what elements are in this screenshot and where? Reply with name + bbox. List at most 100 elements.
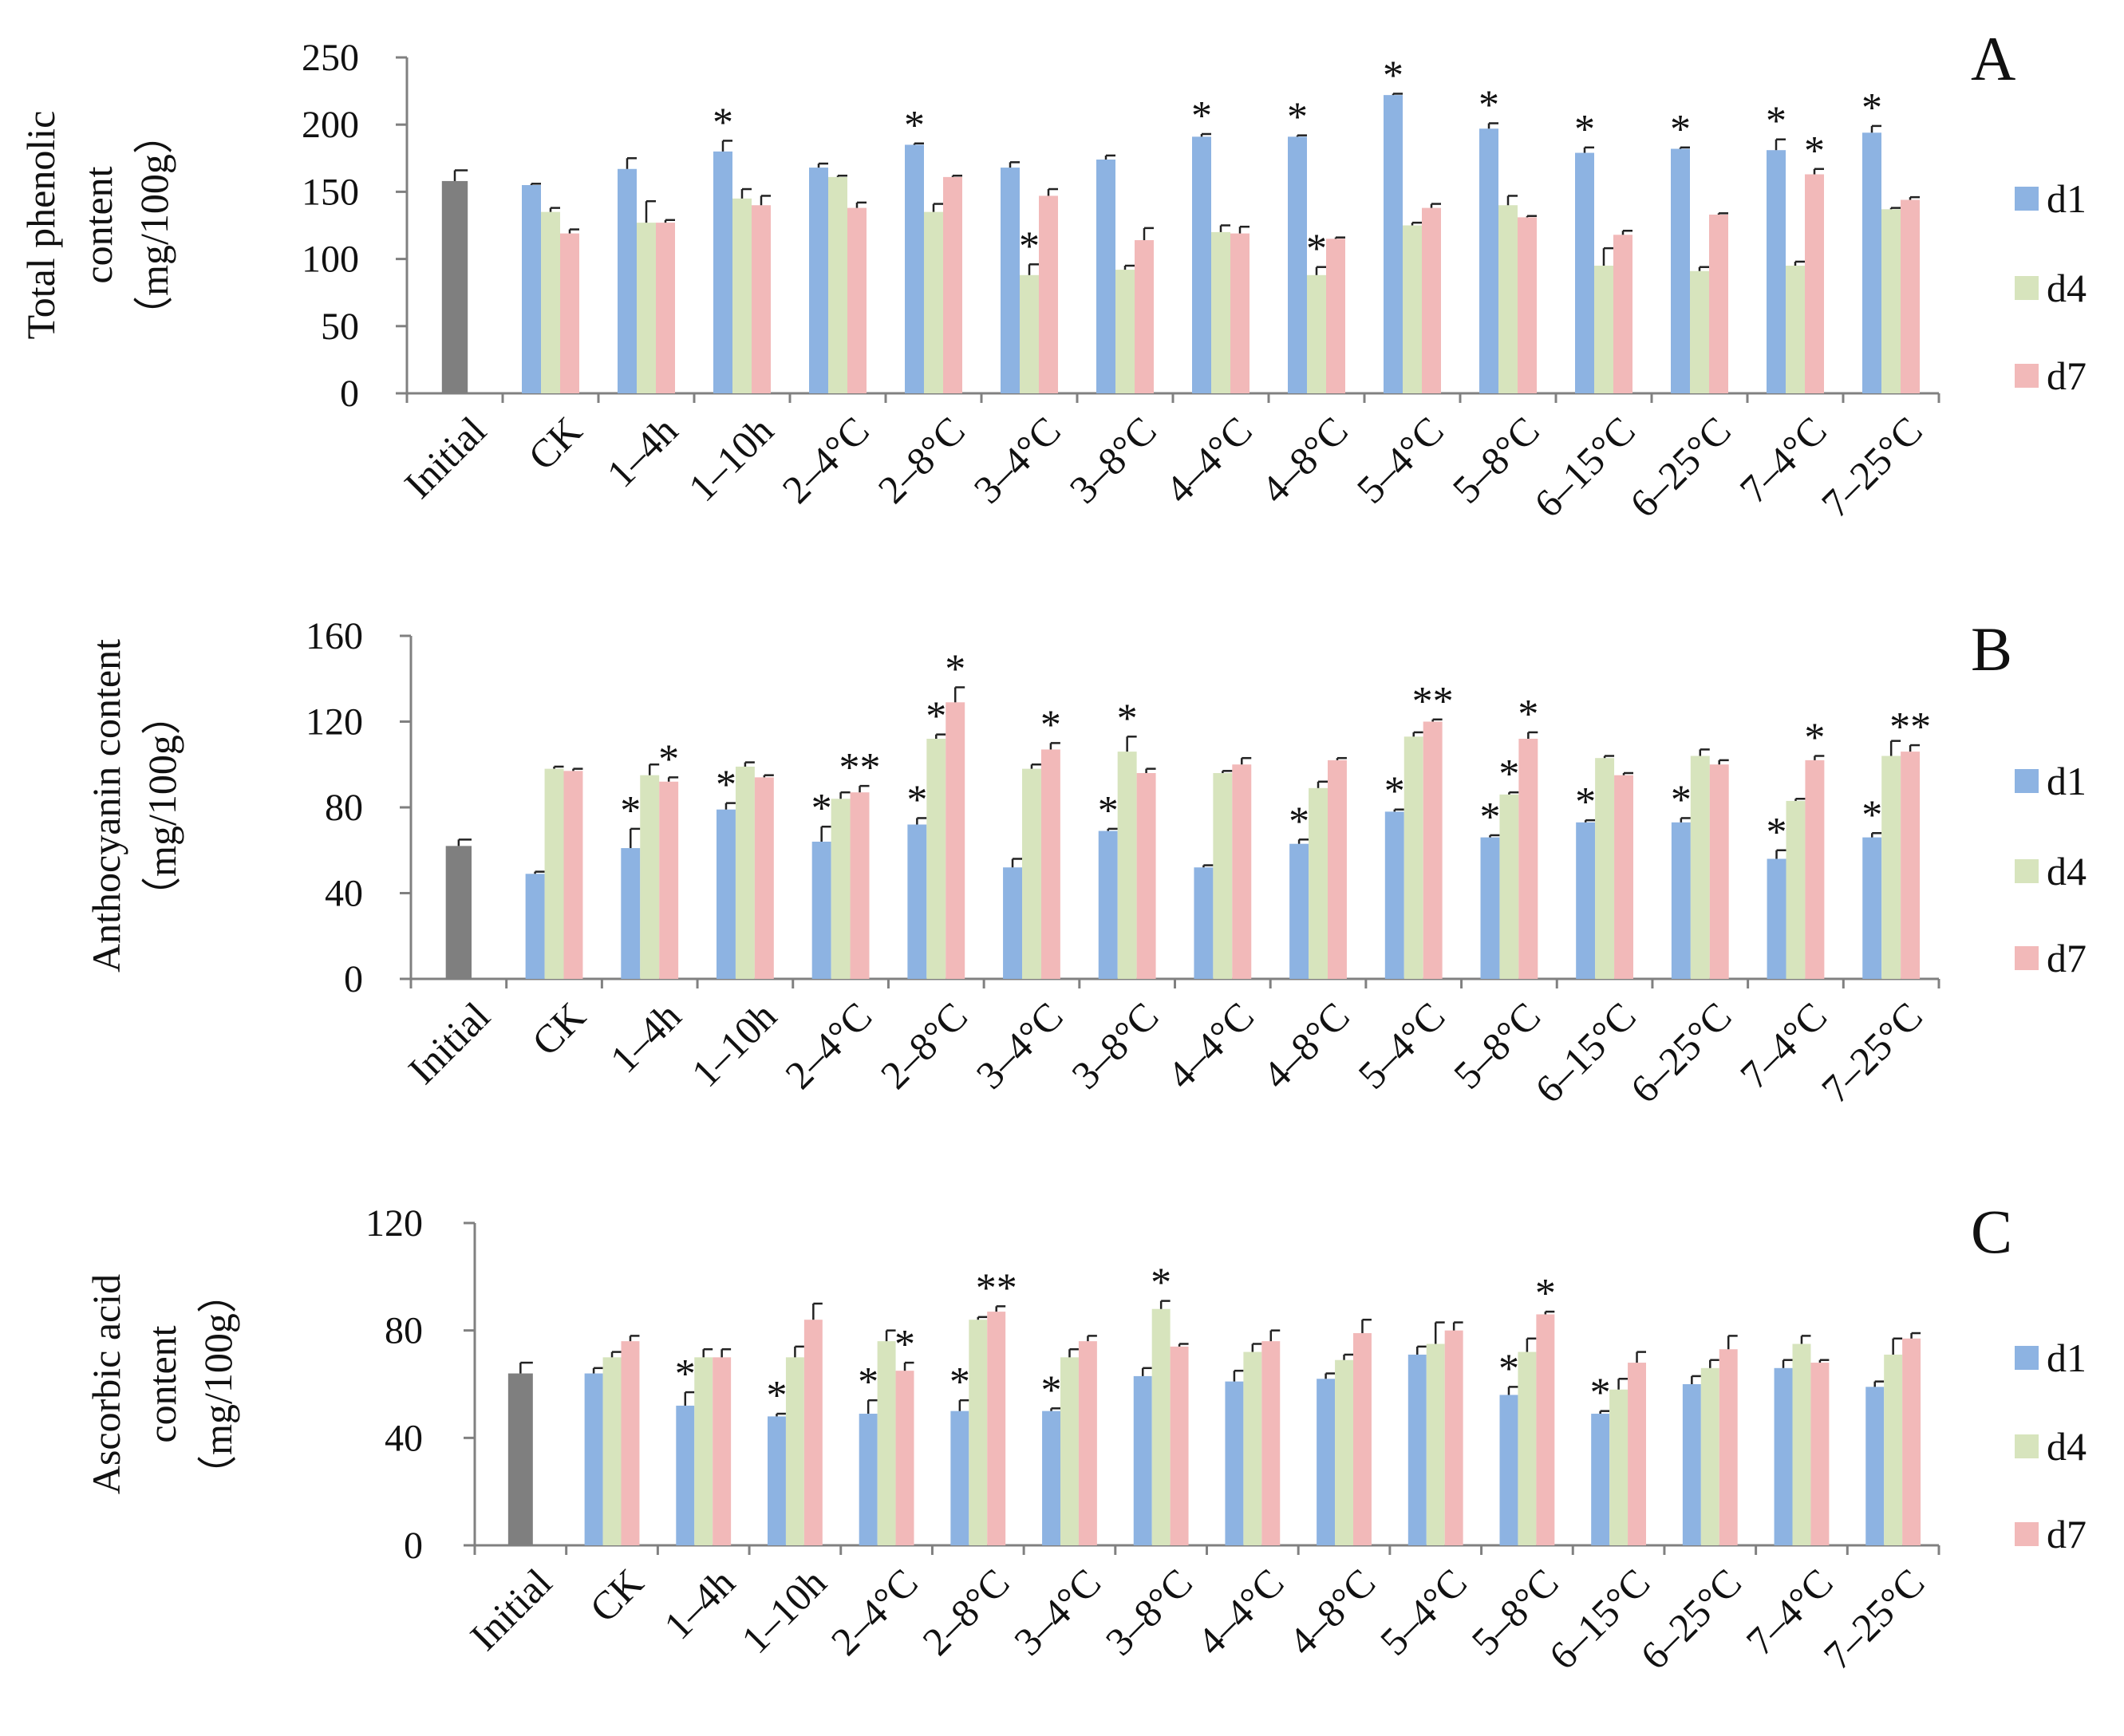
significance-mark: ** [839, 745, 881, 791]
category-label: 6–15°C [1540, 1560, 1658, 1678]
category-label: 3–4°C [967, 993, 1071, 1097]
legend-label-d1: d1 [2047, 759, 2086, 803]
bar-d4 [1426, 1343, 1445, 1545]
category-label: 2–8°C [914, 1560, 1017, 1663]
bar-d7 [1518, 217, 1537, 393]
bar-d1 [1133, 1375, 1152, 1545]
category-label: 4–8°C [1280, 1560, 1384, 1663]
bar-d1 [1042, 1410, 1060, 1545]
bar-d7 [1805, 760, 1825, 979]
significance-mark: * [1671, 777, 1692, 823]
bar-d1 [1767, 858, 1786, 979]
bar-d7 [1628, 1363, 1646, 1545]
y-tick-label: 120 [306, 701, 363, 744]
bar-d4 [544, 768, 564, 979]
y-tick-label: 0 [404, 1525, 423, 1567]
bar-d7 [943, 176, 962, 393]
significance-mark: * [1574, 107, 1595, 152]
significance-mark: * [858, 1359, 878, 1405]
bar-d7 [1326, 239, 1345, 393]
category-label: 3–4°C [1005, 1560, 1109, 1663]
bar-d1 [618, 168, 637, 393]
bar-d1 [1317, 1379, 1336, 1545]
bar-d7 [803, 1320, 823, 1545]
bar-d7 [1136, 773, 1156, 979]
significance-mark: * [1479, 83, 1499, 128]
bar-d1 [584, 1373, 603, 1545]
category-label: 1–10h [732, 1560, 835, 1662]
bar-d1 [1384, 811, 1404, 979]
legend-label-d7: d7 [2047, 1512, 2086, 1556]
bar-d7 [1135, 240, 1154, 393]
legend-swatch-d4 [2015, 1434, 2039, 1458]
bar-d4 [1881, 756, 1901, 979]
bar-d1 [907, 824, 927, 979]
bar-d7 [713, 1357, 732, 1545]
significance-mark: * [1498, 752, 1519, 797]
significance-mark: * [1498, 1346, 1519, 1391]
category-label: 6–25°C [1632, 1560, 1750, 1678]
bar-d1 [859, 1414, 878, 1545]
legend-swatch-d4 [2015, 859, 2039, 883]
bar-d4 [926, 739, 946, 979]
category-label: 3–8°C [1060, 408, 1164, 511]
y-tick-label: 80 [385, 1310, 423, 1352]
bar-d1 [950, 1410, 969, 1545]
significance-mark: * [1804, 128, 1825, 174]
bar-d4 [1211, 231, 1230, 393]
category-label: CK [519, 408, 590, 479]
bar-d7 [946, 702, 965, 979]
significance-mark: * [1384, 769, 1405, 815]
bar-d7 [1040, 749, 1060, 979]
bar-d7 [987, 1312, 1006, 1545]
bar-initial [445, 846, 472, 979]
bar-d7 [1901, 752, 1921, 979]
bar-d4 [877, 1341, 896, 1545]
bar-d1 [1499, 1395, 1518, 1545]
category-label: 6–15°C [1526, 993, 1644, 1111]
significance-mark: * [1019, 223, 1040, 269]
bar-d1 [676, 1405, 695, 1545]
bar-d1 [1671, 822, 1691, 979]
bar-d7 [850, 792, 870, 979]
category-label: 7–25°C [1813, 408, 1931, 526]
significance-mark: * [926, 694, 946, 740]
bar-d1 [1774, 1367, 1793, 1545]
bar-d7 [1709, 764, 1729, 979]
significance-mark: * [1670, 107, 1691, 152]
significance-mark: * [1804, 716, 1825, 761]
bar-d4 [831, 799, 851, 979]
bar-d7 [1261, 1341, 1281, 1545]
bar-d7 [1423, 721, 1443, 979]
bar-d7 [1353, 1333, 1372, 1545]
significance-mark: * [1479, 795, 1500, 840]
bar-d7 [1328, 760, 1347, 979]
bar-d4 [1243, 1351, 1262, 1545]
legend-label-d7: d7 [2047, 936, 2086, 980]
significance-mark: * [1040, 702, 1061, 748]
significance-mark: * [949, 1359, 970, 1405]
bar-d4 [1594, 266, 1613, 393]
category-label: 1–10h [680, 408, 782, 510]
category-label: 6–15°C [1526, 408, 1644, 526]
bar-d1 [1862, 132, 1881, 393]
significance-mark: * [1861, 85, 1882, 131]
bar-d7 [1232, 764, 1252, 979]
bar-d4 [828, 176, 847, 393]
bar-initial [507, 1373, 533, 1545]
bar-d1 [1192, 136, 1211, 393]
y-tick-label: 160 [306, 615, 363, 657]
bar-d1 [1098, 831, 1118, 979]
bar-d7 [656, 223, 675, 393]
legend-swatch-d1 [2015, 187, 2039, 211]
bar-d7 [1901, 199, 1920, 393]
significance-mark: * [1151, 1261, 1171, 1306]
significance-mark: * [1861, 792, 1882, 838]
bar-d4 [735, 766, 755, 979]
significance-mark: * [811, 786, 832, 831]
category-label: 3–8°C [1097, 1560, 1201, 1663]
significance-mark: * [1041, 1367, 1062, 1413]
bar-d1 [1289, 843, 1309, 979]
y-tick-label: 150 [302, 171, 359, 213]
